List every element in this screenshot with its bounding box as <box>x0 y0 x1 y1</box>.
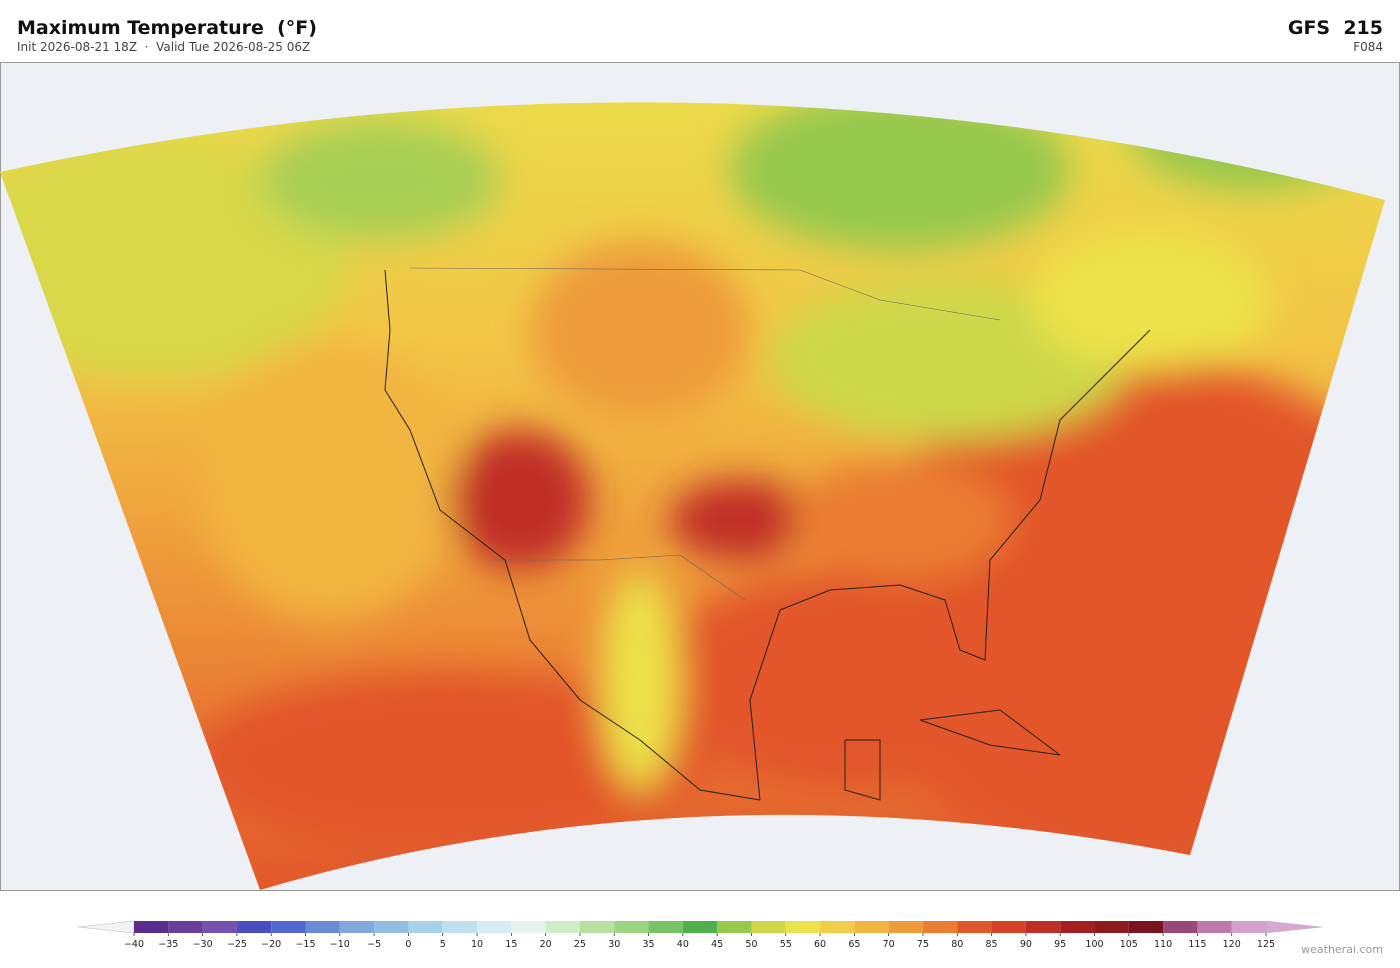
colorbar-tick-label: 30 <box>608 939 620 950</box>
colorbar-tick-label: 75 <box>917 939 929 950</box>
colorbar-tick-label: 55 <box>780 939 792 950</box>
colorbar-tick-label: 15 <box>505 939 517 950</box>
colorbar-tick-label: 5 <box>440 939 446 950</box>
colorbar-tick-label: 45 <box>711 939 723 950</box>
colorbar-tick-label: 40 <box>677 939 689 950</box>
colorbar-tick-label: −30 <box>193 939 213 950</box>
credit: weatherai.com <box>1301 943 1383 956</box>
colorbar-tick-label: 20 <box>540 939 552 950</box>
colorbar-bin <box>168 921 203 933</box>
colorbar-bin <box>888 921 923 933</box>
colorbar-bin <box>511 921 546 933</box>
colorbar-tick-label: 60 <box>814 939 826 950</box>
colorbar-tick-label: 95 <box>1054 939 1066 950</box>
colorbar-bin <box>751 921 786 933</box>
colorbar-bin <box>545 921 580 933</box>
colorbar-tick-label: 25 <box>574 939 586 950</box>
colorbar-tick-label: 90 <box>1020 939 1032 950</box>
colorbar-over <box>1265 920 1323 934</box>
temperature-field <box>0 102 1385 890</box>
colorbar-bin <box>1128 921 1164 933</box>
model-name: GFS 215 <box>1288 17 1383 39</box>
colorbar-tick-label: 65 <box>848 939 860 950</box>
colorbar-bin <box>477 921 512 933</box>
colorbar-bin <box>271 921 306 933</box>
colorbar-tick-label: 115 <box>1188 939 1206 950</box>
colorbar-tick-label: 105 <box>1120 939 1138 950</box>
colorbar-under <box>77 920 135 934</box>
colorbar-bin <box>854 921 889 933</box>
colorbar-tick-label: −10 <box>330 939 350 950</box>
colorbar-bin <box>579 921 615 933</box>
colorbar-bin <box>442 921 478 933</box>
colorbar-tick-label: 70 <box>883 939 895 950</box>
colorbar-bin <box>717 921 752 933</box>
colorbar-tick-label: 50 <box>745 939 757 950</box>
colorbar-tick-label: −40 <box>124 939 144 950</box>
colorbar-bin <box>374 921 409 933</box>
colorbar-bin <box>957 921 992 933</box>
colorbar-tick-label: 80 <box>951 939 963 950</box>
forecast-hour: F084 <box>1353 40 1383 54</box>
colorbar-tick-label: −35 <box>158 939 178 950</box>
colorbar-bin <box>991 921 1026 933</box>
colorbar-bin <box>785 921 821 933</box>
colorbar-bin <box>1025 921 1061 933</box>
colorbar-tick-label: 85 <box>986 939 998 950</box>
colorbar: −40 −35 −30 −25 −20 −15 −10 −5 0 5 10 15 20 25 30 35 40 4… <box>77 920 1323 950</box>
colorbar-tick-label: 120 <box>1223 939 1241 950</box>
colorbar-bin <box>820 921 855 933</box>
colorbar-bin <box>922 921 958 933</box>
colorbar-bin <box>648 921 683 933</box>
colorbar-tick-label: 35 <box>642 939 654 950</box>
colorbar-bin <box>1060 921 1095 933</box>
colorbar-bin <box>682 921 718 933</box>
colorbar-tick-label: −15 <box>295 939 315 950</box>
colorbar-tick-label: 100 <box>1085 939 1103 950</box>
colorbar-bin <box>236 921 272 933</box>
colorbar-bin <box>1197 921 1232 933</box>
colorbar-tick-label: 10 <box>471 939 483 950</box>
colorbar-tick-label: −20 <box>261 939 281 950</box>
map-title: Maximum Temperature (°F) <box>17 17 317 39</box>
colorbar-tick-label: −25 <box>227 939 247 950</box>
colorbar-bin <box>1231 921 1266 933</box>
colorbar-tick-label: 0 <box>405 939 411 950</box>
colorbar-bin <box>202 921 237 933</box>
map-subtitle: Init 2026-08-21 18Z · Valid Tue 2026-08-… <box>17 40 310 54</box>
colorbar-bin <box>305 921 340 933</box>
colorbar-bin <box>408 921 443 933</box>
colorbar-tick-label: 125 <box>1257 939 1275 950</box>
borders <box>409 267 1001 601</box>
colorbar-bin <box>1163 921 1198 933</box>
colorbar-bin <box>134 921 169 933</box>
colorbar-bin <box>614 921 649 933</box>
colorbar-bin <box>1094 921 1129 933</box>
colorbar-bin <box>339 921 375 933</box>
colorbar-tick-label: 110 <box>1154 939 1172 950</box>
colorbar-tick-label: −5 <box>367 939 381 950</box>
